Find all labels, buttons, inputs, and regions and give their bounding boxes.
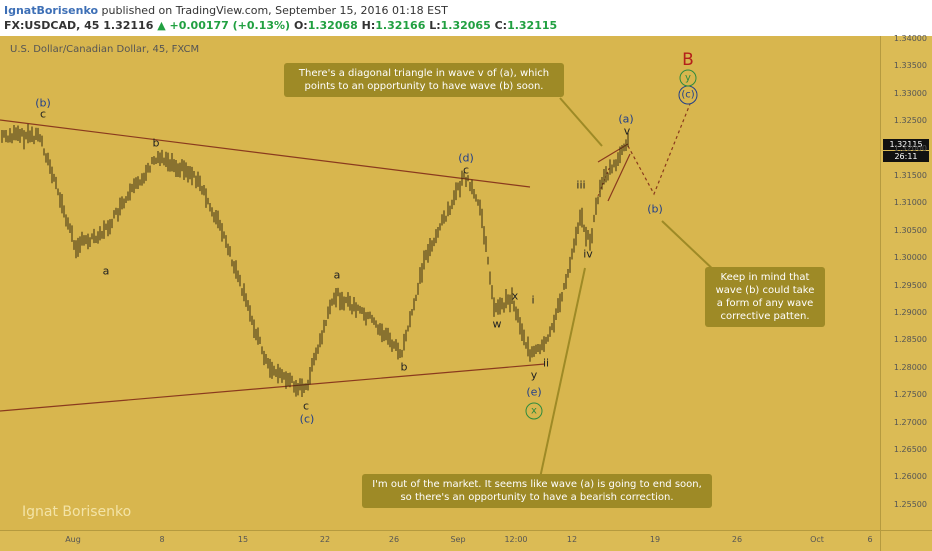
countdown-box: 26:11	[883, 151, 929, 162]
price-tick: 1.29500	[893, 280, 927, 290]
chart-area[interactable]: U.S. Dollar/Canadian Dollar, 45, FXCM Th…	[0, 36, 880, 530]
wave-label-a2: a	[333, 268, 341, 282]
close-label: C:	[494, 19, 508, 32]
price-tick: 1.30500	[893, 225, 927, 235]
wave-label-w: w	[492, 317, 502, 331]
wave-label-y: y	[530, 368, 538, 382]
note2-pointer	[661, 220, 719, 275]
note-out-of-market: I'm out of the market. It seems like wav…	[362, 474, 712, 508]
price-tick: 1.28500	[893, 335, 927, 345]
price-tick: 1.26500	[893, 445, 927, 454]
time-tick: 26	[731, 535, 743, 544]
time-tick: 12:00	[504, 535, 528, 544]
price-tick: 1.32000	[893, 143, 927, 153]
wave-label-a-paren: (a)	[618, 112, 634, 126]
price-tick: 1.33000	[893, 88, 927, 98]
lower-trendline[interactable]	[0, 363, 546, 412]
wave-label-iii: iii	[576, 178, 586, 192]
time-tick: Sep	[450, 535, 466, 544]
time-tick: Oct	[810, 535, 824, 544]
wave-label-i: i	[531, 293, 535, 307]
price-tick: 1.30000	[893, 253, 927, 263]
time-axis[interactable]: Aug 8 15 22 26 Sep 12:00 12 19 26 Oct 6	[0, 530, 880, 551]
high-value: 1.32166	[375, 19, 426, 32]
price-axis[interactable]: 1.32115 26:11 1.34000 1.33500 1.33000 1.325…	[880, 34, 932, 530]
wave-label-v: v	[623, 124, 631, 138]
price-series	[1, 123, 629, 397]
note1-pointer	[559, 97, 603, 147]
wave-label-d-paren: (d)	[458, 151, 474, 165]
price-tick: 1.34000	[893, 34, 927, 43]
wave-label-b2: b	[400, 360, 408, 374]
price-tick: 1.28000	[893, 362, 927, 372]
wave-label-x: x	[511, 289, 519, 303]
wave-label-c2: c	[302, 399, 310, 413]
author-link[interactable]: IgnatBorisenko	[4, 4, 99, 17]
wave-label-c-paren-2: (c)	[678, 85, 698, 105]
wave-label-a: a	[102, 264, 110, 278]
high-label: H:	[361, 19, 376, 32]
symbol-info: FX:USDCAD, 45 1.32116 ▲ +0.00177 (+0.13%…	[4, 19, 557, 32]
price-tick: 1.27000	[893, 417, 927, 427]
wave-label-b: b	[152, 136, 160, 150]
axis-corner	[880, 530, 932, 551]
chart-header: IgnatBorisenko published on TradingView.…	[0, 0, 932, 36]
wave-label-iv: iv	[583, 247, 593, 261]
price-tick: 1.33500	[893, 61, 927, 71]
last-price-box: 1.32115	[883, 139, 929, 150]
price-change: ▲ +0.00177 (+0.13%)	[157, 19, 291, 32]
wave-label-B: B	[682, 50, 694, 70]
last-price: 1.32116	[103, 19, 154, 32]
price-tick: 1.25500	[893, 499, 927, 509]
price-tick: 1.32500	[893, 116, 927, 126]
watermark: Ignat Borisenko	[22, 504, 132, 520]
note-diagonal-triangle: There's a diagonal triangle in wave v of…	[284, 63, 564, 97]
projection-path	[627, 103, 691, 196]
time-tick: 6	[867, 535, 873, 544]
price-tick: 1.27500	[893, 390, 927, 400]
wave-label-e-paren: (e)	[526, 385, 542, 399]
price-tick: 1.26000	[893, 472, 927, 482]
chart-title: U.S. Dollar/Canadian Dollar, 45, FXCM	[10, 44, 200, 55]
time-tick: 8	[159, 535, 165, 544]
time-tick: 22	[319, 535, 331, 544]
wave-label-x-circle: x	[525, 402, 543, 420]
price-plot[interactable]	[0, 36, 880, 530]
note-wave-b-pattern: Keep in mind that wave (b) could take a …	[705, 267, 825, 327]
price-tick: 1.31500	[893, 171, 927, 180]
time-tick: 26	[388, 535, 400, 544]
open-value: 1.32068	[307, 19, 358, 32]
close-value: 1.32115	[507, 19, 558, 32]
price-tick: 1.31000	[893, 198, 927, 208]
time-tick: 15	[237, 535, 249, 544]
time-tick: 19	[649, 535, 661, 544]
wave-label-c-paren: (c)	[299, 412, 315, 426]
published-text: published on TradingView.com, September …	[101, 4, 448, 17]
wave-label-y-circle: y	[679, 69, 697, 87]
low-value: 1.32065	[440, 19, 491, 32]
wave-label-ii: ii	[542, 356, 550, 370]
wave-label-c3: c	[462, 163, 470, 177]
time-tick: Aug	[65, 535, 81, 544]
price-tick: 1.29000	[893, 308, 927, 317]
diagonal-upper-line[interactable]	[597, 143, 629, 163]
time-tick: 12	[566, 535, 578, 544]
publish-info: IgnatBorisenko published on TradingView.…	[4, 4, 448, 17]
open-label: O:	[293, 19, 308, 32]
wave-label-c: c	[39, 107, 47, 121]
diagonal-lower-line[interactable]	[607, 153, 631, 202]
symbol-label: FX:USDCAD, 45	[4, 19, 100, 32]
wave-label-b-paren: (b)	[35, 96, 51, 110]
upper-trendline[interactable]	[0, 119, 531, 188]
low-label: L:	[429, 19, 441, 32]
note3-pointer	[539, 267, 586, 479]
wave-label-b-paren-2: (b)	[647, 202, 663, 216]
